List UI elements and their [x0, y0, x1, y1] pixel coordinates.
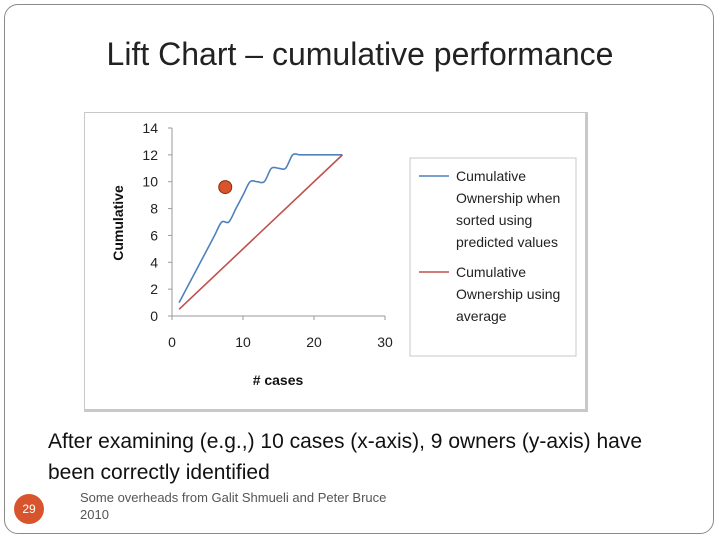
x-tick-label: 10: [235, 334, 251, 350]
x-tick-label: 0: [168, 334, 176, 350]
y-tick-label: 12: [142, 147, 158, 163]
x-tick-label: 20: [306, 334, 322, 350]
highlight-marker: [218, 180, 233, 195]
page-number-badge: 29: [14, 494, 44, 524]
x-tick-label: 30: [377, 334, 393, 350]
y-tick-label: 6: [150, 227, 158, 243]
y-tick-label: 4: [150, 254, 158, 270]
y-tick-label: 8: [150, 201, 158, 217]
lift-chart: 0 2 4 6 8 10 12 14 0 10 20 30 Cumulative # cases Cu…: [84, 112, 588, 412]
footer-credit: Some overheads from Galit Shmueli and Pe…: [80, 490, 387, 522]
y-tick-label: 10: [142, 174, 158, 190]
legend: Cumulative Ownership when sorted using pred…: [419, 168, 560, 324]
legend-box: [409, 157, 577, 357]
y-axis-label: Cumulative: [110, 185, 126, 261]
slide-frame: [4, 4, 714, 534]
legend-label-1: Cumulative Ownership using average: [456, 264, 560, 324]
slide-title: Lift Chart – cumulative performance: [106, 36, 614, 72]
y-tick-label: 2: [150, 281, 158, 297]
body-text: After examining (e.g.,) 10 cases (x-axis…: [48, 430, 643, 484]
y-tick-label: 0: [150, 308, 158, 324]
y-tick-label: 14: [142, 120, 158, 136]
chart-svg: 0 2 4 6 8 10 12 14 0 10 20 30 Cumulative # cases Cu…: [110, 120, 577, 388]
series-line-0: [178, 153, 343, 303]
legend-label-0: Cumulative Ownership when sorted using pred…: [456, 168, 560, 250]
x-axis-label: # cases: [253, 372, 304, 388]
plot-layer: 0 2 4 6 8 10 12 14 0 10 20 30: [142, 120, 393, 350]
series-line-1: [178, 154, 343, 310]
